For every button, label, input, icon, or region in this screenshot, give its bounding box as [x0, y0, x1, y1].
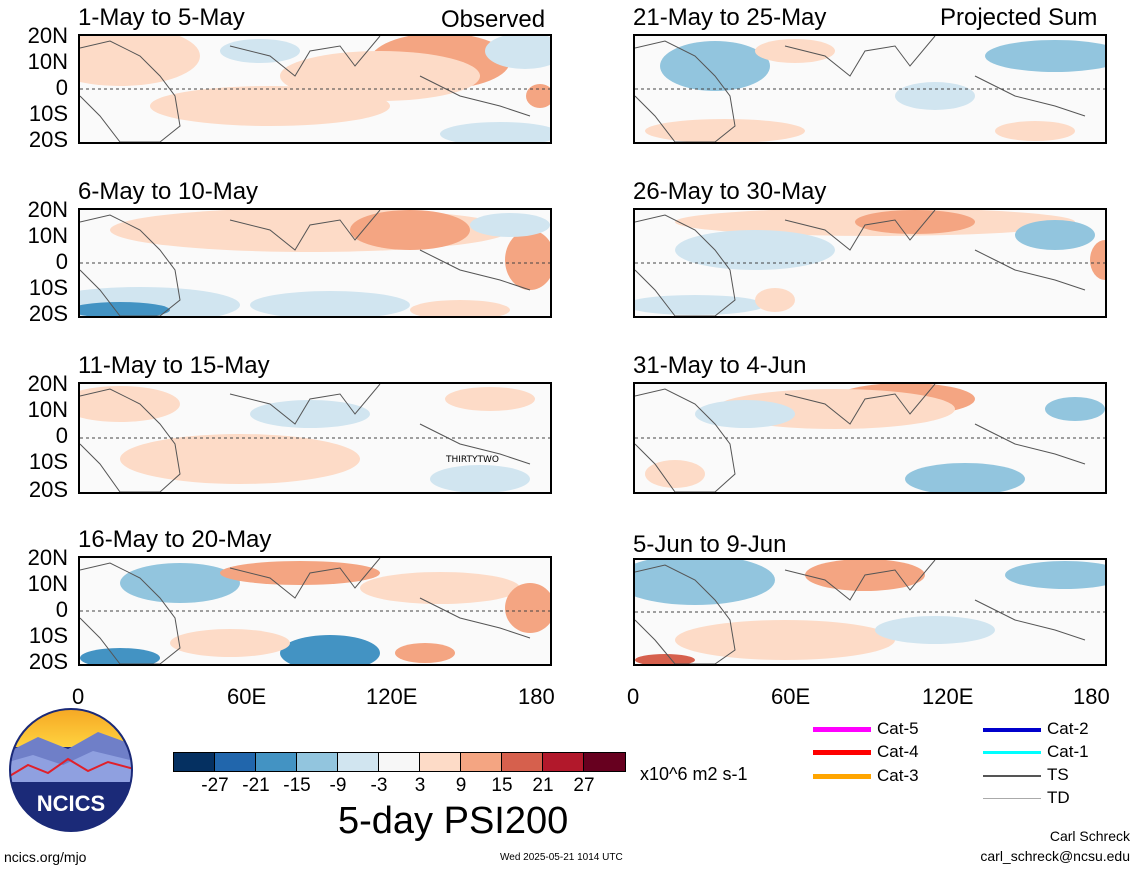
lat-label: 10N — [27, 571, 68, 596]
legend-line — [813, 727, 871, 733]
legend-item-cat1: Cat-1 — [983, 742, 1089, 762]
legend-item-cat2: Cat-2 — [983, 719, 1089, 739]
figure-title: 5-day PSI200 — [338, 800, 569, 842]
ncics-logo: NCICS — [8, 707, 134, 833]
storm-label: THIRTYTWO — [445, 455, 499, 465]
colorbar-swatch — [502, 753, 543, 771]
lon-label-left: 0 — [72, 684, 85, 709]
colorbar-tick: 9 — [455, 775, 467, 796]
legend-item-cat4: Cat-4 — [813, 742, 919, 762]
lat-label: 20N — [27, 545, 68, 570]
lon-label-left: 60E — [227, 684, 267, 709]
colorbar — [173, 752, 626, 772]
lon-label-right: 60E — [771, 684, 811, 709]
colorbar-swatch — [256, 753, 297, 771]
colorbar-tick: -27 — [201, 775, 229, 796]
map-panel-right-4 — [633, 558, 1107, 666]
lat-label: 20S — [28, 649, 68, 674]
lat-label: 10S — [28, 275, 68, 300]
author-name: Carl Schreck — [1049, 828, 1130, 844]
panel-title-left-2: 6-May to 10-May — [78, 178, 259, 205]
timestamp: Wed 2025-05-21 1014 UTC — [500, 852, 623, 863]
lon-label-right: 120E — [922, 684, 974, 709]
lat-label: 10S — [28, 449, 68, 474]
legend-label: Cat-1 — [1047, 742, 1089, 761]
logo-text: NCICS — [37, 791, 105, 816]
observed-label: Observed — [441, 6, 546, 33]
lat-label: 20N — [27, 371, 68, 396]
map-panel-left-4 — [78, 556, 552, 666]
map-panel-left-3: THIRTYTWO — [78, 382, 552, 494]
map-panel-left-2 — [78, 208, 552, 318]
lat-label: 0 — [55, 423, 68, 448]
lat-label: 10N — [27, 397, 68, 422]
lat-label: 10N — [27, 49, 68, 74]
colorbar-swatch — [379, 753, 420, 771]
lon-label-right: 180 — [1073, 684, 1110, 709]
colorbar-swatch — [420, 753, 461, 771]
legend-line — [983, 774, 1041, 777]
panel-title-right-3: 31-May to 4-Jun — [633, 352, 807, 379]
lat-label: 20N — [27, 197, 68, 222]
lat-label: 10S — [28, 623, 68, 648]
colorbar-swatch — [174, 753, 215, 771]
lat-label: 20N — [27, 23, 68, 48]
colorbar-tick: 15 — [491, 775, 513, 796]
lon-label-right: 0 — [627, 684, 640, 709]
colorbar-units: x10^6 m2 s-1 — [640, 764, 748, 784]
website-link[interactable]: ncics.org/mjo — [4, 849, 87, 865]
legend-label: Cat-2 — [1047, 719, 1089, 738]
colorbar-tick: -15 — [283, 775, 311, 796]
colorbar-tick: -9 — [329, 775, 347, 796]
lon-label-left: 120E — [366, 684, 418, 709]
legend-line — [813, 750, 871, 756]
colorbar-swatch — [543, 753, 584, 771]
lat-label: 20S — [28, 127, 68, 152]
map-panel-right-2 — [633, 208, 1107, 318]
lat-label: 10S — [28, 101, 68, 126]
map-panel-right-3 — [633, 382, 1107, 494]
colorbar-tick: -3 — [370, 775, 388, 796]
legend-label: TD — [1047, 788, 1070, 807]
panel-title-right-1: 21-May to 25-May — [633, 4, 827, 31]
colorbar-tick: 27 — [573, 775, 595, 796]
panel-title-left-3: 11-May to 15-May — [78, 352, 270, 379]
legend-label: Cat-5 — [877, 719, 919, 738]
colorbar-swatch — [338, 753, 379, 771]
colorbar-swatch — [584, 753, 625, 771]
legend-line — [983, 751, 1041, 755]
author-email[interactable]: carl_schreck@ncsu.edu — [980, 848, 1130, 864]
panel-title-left-4: 16-May to 20-May — [78, 526, 272, 553]
panel-title-right-4: 5-Jun to 9-Jun — [633, 531, 787, 558]
colorbar-swatch — [297, 753, 338, 771]
projected-sum-label: Projected Sum — [940, 4, 1098, 31]
colorbar-tick: 21 — [532, 775, 554, 796]
colorbar-tick: 3 — [414, 775, 426, 796]
legend-item-td: TD — [983, 788, 1070, 808]
lat-label: 20S — [28, 301, 68, 326]
colorbar-swatch — [461, 753, 502, 771]
lat-label: 0 — [55, 597, 68, 622]
legend-line — [813, 774, 871, 780]
legend-label: Cat-4 — [877, 742, 919, 761]
lon-label-left: 180 — [518, 684, 555, 709]
colorbar-swatch — [215, 753, 256, 771]
lat-label: 0 — [55, 249, 68, 274]
legend-item-ts: TS — [983, 765, 1069, 785]
legend-label: Cat-3 — [877, 766, 919, 785]
panel-title-right-2: 26-May to 30-May — [633, 178, 827, 205]
panel-title-left-1: 1-May to 5-May — [78, 4, 245, 31]
legend-line — [983, 727, 1041, 732]
map-panel-left-1 — [78, 34, 552, 144]
lat-label: 0 — [55, 75, 68, 100]
legend-line — [983, 798, 1041, 800]
colorbar-tick: -21 — [242, 775, 270, 796]
legend-item-cat5: Cat-5 — [813, 719, 919, 739]
lat-label: 10N — [27, 223, 68, 248]
lat-label: 20S — [28, 477, 68, 502]
map-panel-right-1 — [633, 34, 1107, 144]
legend-label: TS — [1047, 765, 1069, 784]
legend-item-cat3: Cat-3 — [813, 766, 919, 786]
